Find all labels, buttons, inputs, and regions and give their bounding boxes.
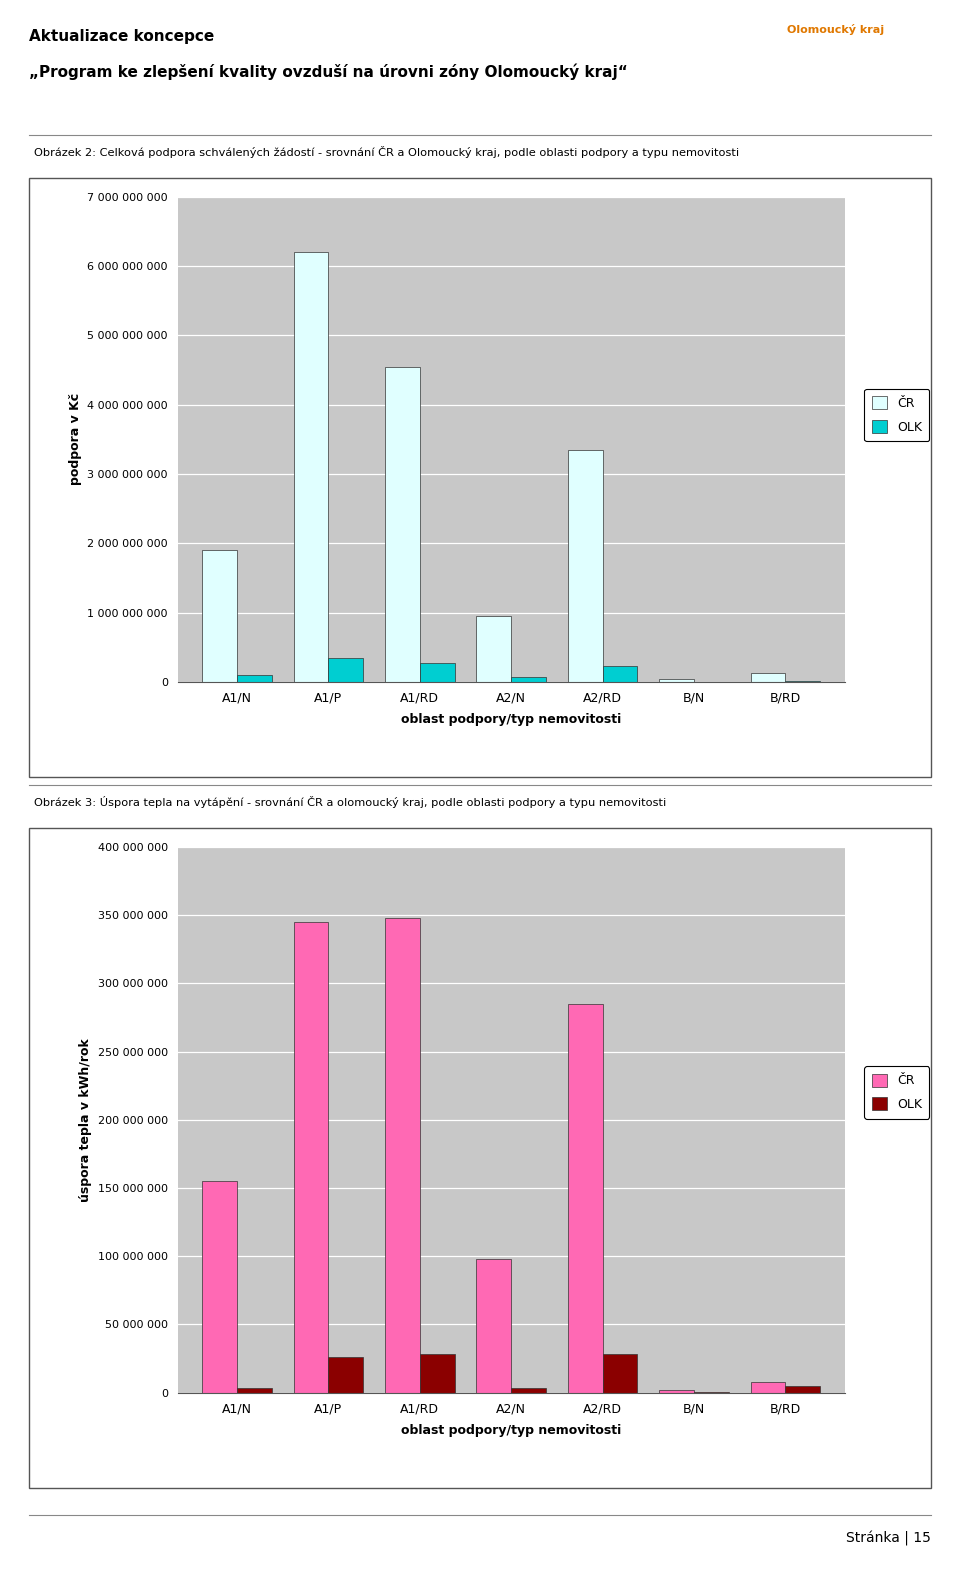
Y-axis label: úspora tepla v kWh/rok: úspora tepla v kWh/rok bbox=[79, 1037, 92, 1202]
Bar bbox=[511, 677, 546, 682]
Bar bbox=[660, 1389, 694, 1393]
Text: „Program ke zlepšení kvality ovzduší na úrovni zóny Olomoucký kraj“: „Program ke zlepšení kvality ovzduší na … bbox=[29, 63, 628, 79]
Bar bbox=[476, 615, 511, 682]
Bar bbox=[385, 366, 420, 682]
Bar bbox=[294, 252, 328, 682]
Text: Obrázek 2: Celková podpora schválených žádostí - srovnání ČR a Olomoucký kraj, p: Obrázek 2: Celková podpora schválených ž… bbox=[34, 146, 739, 159]
Text: Olomoucký kraj: Olomoucký kraj bbox=[787, 24, 884, 35]
Bar bbox=[294, 921, 328, 1393]
Bar bbox=[751, 672, 785, 682]
Bar bbox=[237, 676, 272, 682]
Bar bbox=[603, 666, 637, 682]
Bar bbox=[568, 450, 603, 682]
Bar bbox=[420, 1354, 454, 1393]
Bar bbox=[203, 1182, 237, 1393]
Bar bbox=[785, 1386, 820, 1393]
Text: Stránka | 15: Stránka | 15 bbox=[847, 1530, 931, 1546]
Bar bbox=[203, 550, 237, 682]
Bar bbox=[568, 1004, 603, 1393]
Bar bbox=[420, 663, 454, 682]
Legend: ČR, OLK: ČR, OLK bbox=[864, 389, 929, 441]
Text: Aktualizace koncepce: Aktualizace koncepce bbox=[29, 29, 214, 43]
Bar bbox=[603, 1354, 637, 1393]
Legend: ČR, OLK: ČR, OLK bbox=[864, 1066, 929, 1118]
Bar bbox=[511, 1388, 546, 1393]
Bar bbox=[328, 1358, 363, 1393]
Text: Obrázek 3: Úspora tepla na vytápění - srovnání ČR a olomoucký kraj, podle oblast: Obrázek 3: Úspora tepla na vytápění - sr… bbox=[34, 796, 666, 809]
X-axis label: oblast podpory/typ nemovitosti: oblast podpory/typ nemovitosti bbox=[401, 1424, 621, 1437]
Bar bbox=[328, 658, 363, 682]
Bar bbox=[751, 1381, 785, 1393]
Bar bbox=[476, 1259, 511, 1393]
Bar bbox=[385, 918, 420, 1393]
Bar bbox=[660, 679, 694, 682]
X-axis label: oblast podpory/typ nemovitosti: oblast podpory/typ nemovitosti bbox=[401, 714, 621, 726]
Y-axis label: podpora v Kč: podpora v Kč bbox=[69, 393, 82, 485]
Bar bbox=[237, 1388, 272, 1393]
